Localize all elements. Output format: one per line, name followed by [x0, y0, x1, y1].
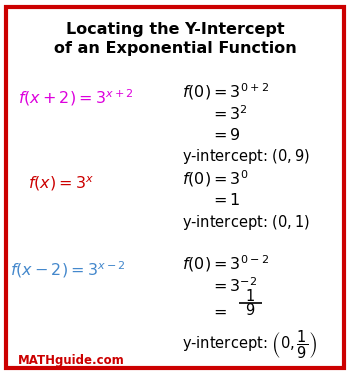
Text: of an Exponential Function: of an Exponential Function	[54, 40, 296, 56]
Text: $= 3^{2}$: $= 3^{2}$	[210, 104, 248, 123]
Text: y-intercept: $(0,1)$: y-intercept: $(0,1)$	[182, 213, 310, 231]
Text: y-intercept: $\left(0,\dfrac{1}{9}\right)$: y-intercept: $\left(0,\dfrac{1}{9}\right…	[182, 328, 317, 360]
Text: $f(x + 2) = 3^{x+2}$: $f(x + 2) = 3^{x+2}$	[18, 87, 133, 108]
Text: Locating the Y-Intercept: Locating the Y-Intercept	[66, 22, 284, 37]
Text: $1$: $1$	[245, 288, 255, 304]
Text: $= 9$: $= 9$	[210, 127, 241, 142]
Text: $=$: $=$	[210, 304, 227, 319]
Text: MATHguide.com: MATHguide.com	[18, 354, 124, 367]
Text: $f(x) = 3^{x}$: $f(x) = 3^{x}$	[28, 174, 94, 193]
Text: $9$: $9$	[245, 302, 255, 318]
Text: $= 3^{-2}$: $= 3^{-2}$	[210, 276, 257, 295]
Text: y-intercept: $(0,9)$: y-intercept: $(0,9)$	[182, 147, 310, 166]
Text: $f(0) = 3^{0-2}$: $f(0) = 3^{0-2}$	[182, 254, 269, 274]
Text: $f(0) = 3^{0+2}$: $f(0) = 3^{0+2}$	[182, 81, 269, 102]
Text: $f(x - 2) = 3^{x-2}$: $f(x - 2) = 3^{x-2}$	[10, 260, 126, 280]
Text: $= 1$: $= 1$	[210, 192, 240, 208]
Text: $f(0) = 3^{0}$: $f(0) = 3^{0}$	[182, 168, 248, 189]
